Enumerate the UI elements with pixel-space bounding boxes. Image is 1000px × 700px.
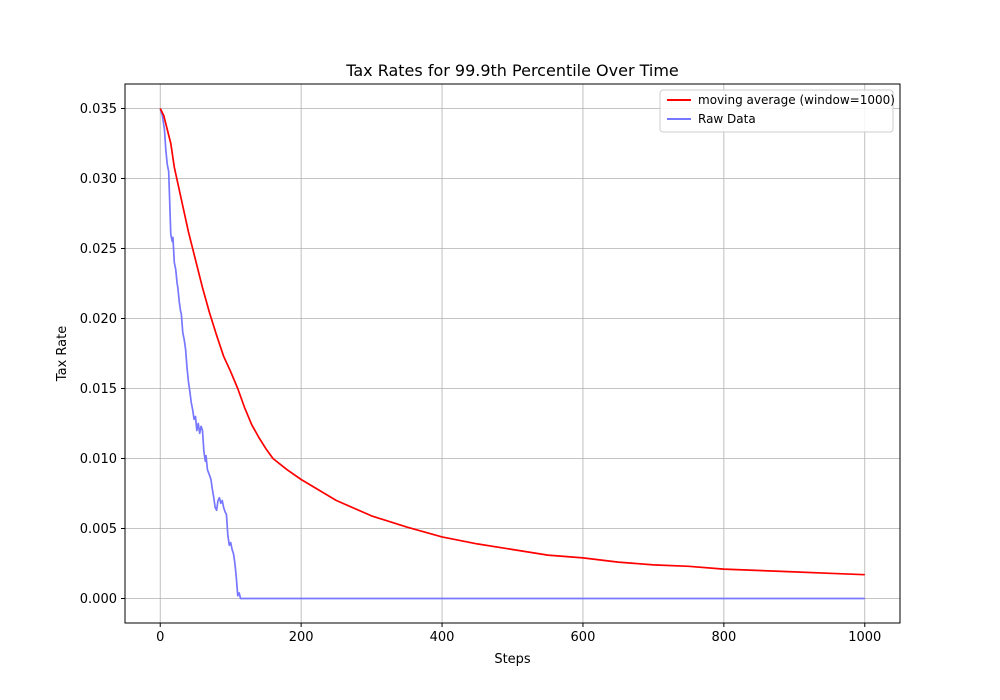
legend-label-raw-data: Raw Data (698, 112, 756, 126)
y-axis-label: Tax Rate (55, 326, 70, 382)
x-tick-label: 600 (571, 630, 596, 645)
legend-box (659, 89, 894, 133)
y-tick-label: 0.035 (80, 102, 117, 117)
y-tick-label: 0.025 (80, 242, 117, 257)
y-tick-label: 0.030 (80, 172, 117, 187)
x-tick-label: 800 (711, 630, 736, 645)
x-tick-label: 1000 (848, 630, 881, 645)
legend-label-moving-average: moving average (window=1000) (698, 93, 895, 107)
y-tick-label: 0.000 (80, 592, 117, 607)
moving-average-line (159, 108, 865, 576)
x-tick-label: 200 (289, 630, 314, 645)
y-tick-label: 0.015 (80, 382, 117, 397)
series-group (159, 108, 865, 600)
raw-data-line (159, 108, 865, 600)
grid (125, 84, 900, 623)
x-tick-label: 0 (156, 630, 164, 645)
y-tick-label: 0.020 (80, 312, 117, 327)
plot-frame (124, 83, 901, 624)
y-tick-label: 0.005 (80, 522, 117, 537)
x-axis-label: Steps (494, 652, 531, 667)
x-tick-label: 400 (430, 630, 455, 645)
legend: moving average (window=1000) Raw Data (659, 89, 895, 133)
ticks: 0 200 400 600 800 1000 0.000 0.005 0.010 0.015 0.0… (80, 102, 882, 645)
chart-title: Tax Rates for 99.9th Percentile Over Tim… (345, 61, 679, 80)
y-tick-label: 0.010 (80, 452, 117, 467)
